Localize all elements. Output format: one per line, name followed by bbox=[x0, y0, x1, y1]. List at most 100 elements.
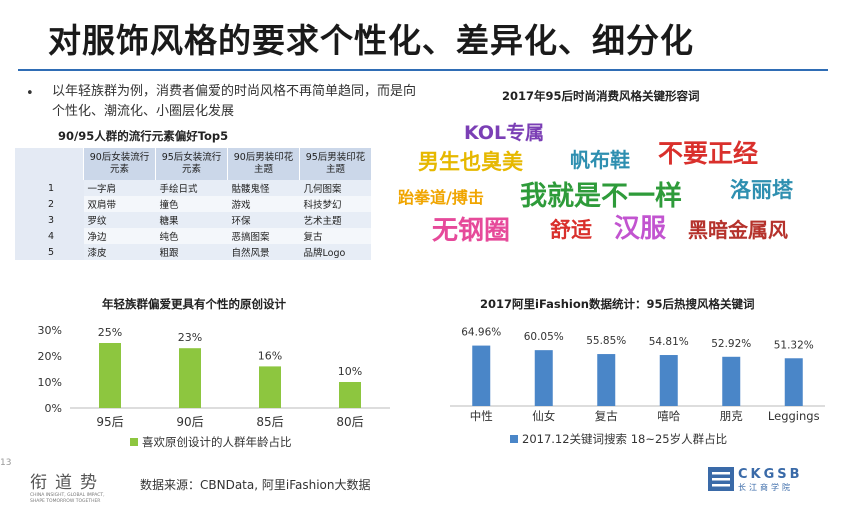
table-header-cell: 90后男装印花主题 bbox=[227, 148, 300, 180]
ckgsb-logo: CKGSB 长江商学院 bbox=[708, 467, 803, 493]
cloud-word: 不要正经 bbox=[658, 139, 759, 168]
x-tick-label: 90后 bbox=[176, 415, 203, 429]
table-cell: 漆皮 bbox=[83, 244, 156, 260]
data-label: 55.85% bbox=[586, 335, 626, 347]
table-header-cell: 90后女装流行元素 bbox=[83, 148, 156, 180]
table-cell: 纯色 bbox=[155, 228, 228, 244]
data-label: 52.92% bbox=[711, 338, 751, 350]
left-logo: 衔道势 CHINA INSIGHT, GLOBAL IMPACT, SHAPE … bbox=[30, 468, 114, 505]
table-cell: 骷髅鬼怪 bbox=[227, 180, 300, 196]
bar bbox=[659, 355, 678, 406]
data-label: 51.32% bbox=[774, 339, 814, 351]
cloud-word: 洛丽塔 bbox=[730, 178, 793, 202]
table-cell: 手绘日式 bbox=[155, 180, 228, 196]
y-tick-label: 30% bbox=[38, 324, 62, 337]
y-tick-label: 10% bbox=[38, 376, 62, 389]
table-cell: 糖果 bbox=[155, 212, 228, 228]
x-tick-label: 95后 bbox=[96, 415, 123, 429]
bar bbox=[259, 366, 281, 408]
page-number: 13 bbox=[0, 458, 12, 468]
table-cell: 4 bbox=[14, 228, 84, 244]
legend-swatch bbox=[510, 435, 518, 443]
table-cell: 一字肩 bbox=[83, 180, 156, 196]
table-cell: 5 bbox=[14, 244, 84, 260]
table-title: 90/95人群的流行元素偏好Top5 bbox=[58, 129, 229, 143]
bar bbox=[472, 345, 491, 406]
table-cell: 自然风景 bbox=[227, 244, 300, 260]
table-cell: 环保 bbox=[227, 212, 300, 228]
logo-char: 道 bbox=[55, 473, 80, 493]
x-tick-label: Leggings bbox=[768, 409, 820, 423]
right-chart-title: 2017阿里iFashion数据统计：95后热搜风格关键词 bbox=[480, 297, 755, 311]
x-tick-label: 朋克 bbox=[720, 409, 743, 423]
left-chart-title: 年轻族群偏爱更具有个性的原创设计 bbox=[102, 297, 286, 311]
data-label: 10% bbox=[338, 365, 362, 378]
table-cell: 撞色 bbox=[155, 196, 228, 212]
table-row: 5 漆皮 粗跟 自然风景 品牌Logo bbox=[14, 244, 371, 260]
wordcloud-title: 2017年95后时尚消费风格关键形容词 bbox=[502, 89, 700, 103]
word-cloud: KOL专属 男生也臭美 帆布鞋 不要正经 跆拳道/搏击 我就是不一样 洛丽塔 无… bbox=[392, 108, 822, 258]
table-cell: 品牌Logo bbox=[299, 244, 371, 260]
table-cell: 游戏 bbox=[227, 196, 300, 212]
bullet-marker: • bbox=[26, 86, 34, 101]
cloud-word: 黑暗金属风 bbox=[688, 218, 788, 242]
data-source: 数据来源：CBNData, 阿里iFashion大数据 bbox=[140, 478, 371, 492]
table-cell: 艺术主题 bbox=[299, 212, 371, 228]
top5-table: 90后女装流行元素 95后女装流行元素 90后男装印花主题 95后男装印花主题 … bbox=[14, 148, 371, 260]
ckgsb-emblem-icon bbox=[708, 467, 734, 491]
table-row: 2 双肩带 撞色 游戏 科技梦幻 bbox=[14, 196, 371, 212]
cloud-word: 男生也臭美 bbox=[418, 150, 523, 174]
table-cell: 恶搞图案 bbox=[227, 228, 300, 244]
bar bbox=[339, 382, 361, 408]
x-tick-label: 80后 bbox=[336, 415, 363, 429]
table-cell: 科技梦幻 bbox=[299, 196, 371, 212]
data-label: 23% bbox=[178, 331, 202, 344]
title-underline bbox=[18, 69, 828, 71]
y-tick-label: 0% bbox=[45, 402, 62, 415]
table-header-row: 90后女装流行元素 95后女装流行元素 90后男装印花主题 95后男装印花主题 bbox=[14, 148, 371, 180]
data-label: 64.96% bbox=[461, 327, 501, 339]
table-cell: 2 bbox=[14, 196, 84, 212]
data-label: 25% bbox=[98, 326, 122, 339]
page-title: 对服饰风格的要求个性化、差异化、细分化 bbox=[48, 21, 694, 60]
table-cell: 粗跟 bbox=[155, 244, 228, 260]
cloud-word: 跆拳道/搏击 bbox=[398, 188, 484, 207]
x-tick-label: 复古 bbox=[595, 409, 618, 423]
legend-swatch bbox=[130, 438, 138, 446]
x-tick-label: 嘻哈 bbox=[657, 409, 680, 423]
table-header-cell bbox=[14, 148, 84, 180]
y-tick-label: 20% bbox=[38, 350, 62, 363]
x-tick-label: 85后 bbox=[256, 415, 283, 429]
table-cell: 复古 bbox=[299, 228, 371, 244]
cloud-word: 无钢圈 bbox=[432, 216, 511, 246]
cloud-word: 汉服 bbox=[614, 214, 667, 244]
table-row: 3 罗纹 糖果 环保 艺术主题 bbox=[14, 212, 371, 228]
data-label: 60.05% bbox=[524, 331, 564, 343]
table-header-cell: 95后男装印花主题 bbox=[299, 148, 371, 180]
table-cell: 3 bbox=[14, 212, 84, 228]
table-cell: 罗纹 bbox=[83, 212, 156, 228]
table-cell: 净边 bbox=[83, 228, 156, 244]
intro-text: 以年轻族群为例，消费者偏爱的时尚风格不再简单趋同，而是向个性化、潮流化、小圈层化… bbox=[52, 84, 417, 119]
table-cell: 1 bbox=[14, 180, 84, 196]
bar bbox=[179, 348, 201, 408]
original-design-bar-chart: 30% 20% 10% 0% 25% 95后 23% 90后 16% 85后 10% 80后喜欢原创设… bbox=[38, 324, 390, 449]
ifashion-keyword-bar-chart: 64.96% 中性 60.05% 仙女 55.85% 复古 54.81% 嘻哈 52.92% 朋克… bbox=[450, 327, 825, 446]
legend-label: 2017.12关键词搜索 18~25岁人群占比 bbox=[522, 432, 727, 446]
bar bbox=[597, 354, 616, 406]
table-cell: 几何图案 bbox=[299, 180, 371, 196]
x-tick-label: 中性 bbox=[470, 409, 493, 423]
cloud-word: 舒适 bbox=[550, 218, 592, 242]
bar bbox=[534, 350, 553, 406]
bar bbox=[784, 358, 803, 406]
table-row: 1 一字肩 手绘日式 骷髅鬼怪 几何图案 bbox=[14, 180, 371, 196]
cloud-word: KOL专属 bbox=[464, 122, 545, 144]
table-cell: 双肩带 bbox=[83, 196, 156, 212]
logo-tagline: CHINA INSIGHT, GLOBAL IMPACT, SHAPE TOMO… bbox=[30, 493, 105, 504]
table-header-cell: 95后女装流行元素 bbox=[155, 148, 228, 180]
cloud-word: 我就是不一样 bbox=[520, 181, 682, 212]
cloud-word: 帆布鞋 bbox=[570, 148, 630, 172]
logo-char: 势 bbox=[80, 473, 105, 493]
ckgsb-cn-name: 长江商学院 bbox=[738, 483, 793, 492]
table-row: 4 净边 纯色 恶搞图案 复古 bbox=[14, 228, 371, 244]
